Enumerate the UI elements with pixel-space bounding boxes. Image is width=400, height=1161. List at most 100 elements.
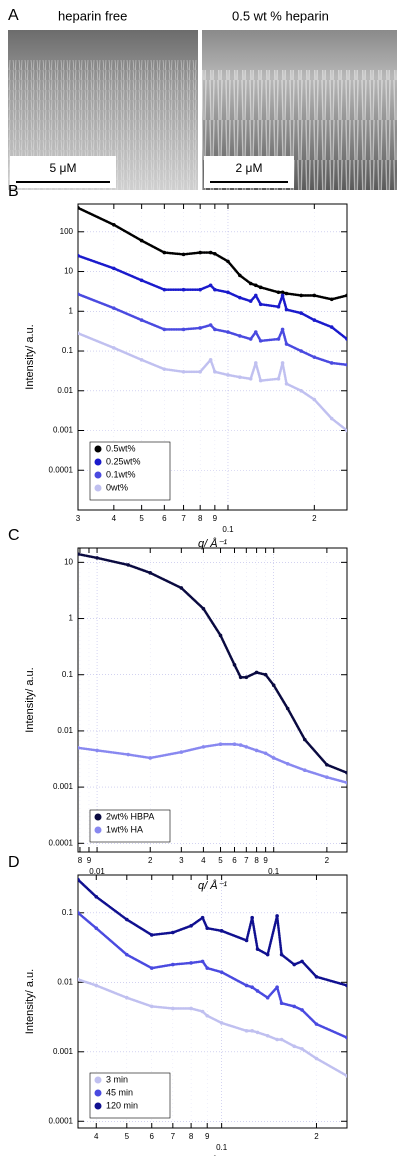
data-point [201, 606, 206, 611]
x-tick-label: 4 [201, 856, 206, 865]
data-point [124, 917, 129, 922]
data-point [78, 331, 80, 336]
data-point [219, 970, 224, 974]
data-point [329, 297, 334, 302]
data-point [345, 337, 347, 341]
data-point [300, 1047, 304, 1051]
image-caption: heparin free [58, 8, 127, 23]
data-point [94, 894, 99, 899]
x-tick-label: 6 [162, 514, 167, 523]
x-tick-label: 5 [218, 856, 223, 865]
x-tick-label: 8 [198, 514, 203, 523]
series-line [78, 742, 347, 784]
y-tick-label: 10 [64, 267, 73, 276]
panel-letter: C [8, 527, 20, 544]
data-point [94, 926, 99, 931]
data-point [213, 287, 217, 292]
data-point [171, 1006, 175, 1011]
x-tick-label: 6 [150, 1132, 155, 1141]
data-point [345, 428, 347, 433]
data-point [126, 563, 130, 567]
x-tick-label: 0.01 [89, 867, 105, 876]
data-point [325, 762, 329, 767]
y-tick-label: 10 [64, 557, 73, 566]
data-point [276, 304, 281, 309]
x-tick-label: 8 [254, 856, 259, 865]
data-point [213, 327, 217, 332]
data-point [276, 337, 281, 341]
data-point [253, 330, 258, 334]
x-tick-label: 9 [263, 856, 268, 865]
data-point [162, 250, 167, 255]
data-point [78, 552, 80, 556]
data-point [112, 222, 116, 227]
x-tick-label: 0.1 [216, 1143, 228, 1152]
legend-box [89, 809, 171, 843]
data-point [258, 302, 263, 307]
x-tick-label: 6 [232, 856, 237, 865]
x-tick-label: 4 [94, 1132, 99, 1141]
y-axis-label: Intensity/ a.u. [24, 667, 36, 732]
data-point [218, 633, 223, 638]
data-point [162, 287, 167, 292]
data-point [279, 1001, 284, 1006]
data-point [200, 915, 205, 920]
data-point [139, 358, 144, 362]
plot-frame [77, 547, 348, 853]
data-point [208, 323, 213, 327]
data-point [275, 914, 279, 918]
data-point [248, 337, 253, 341]
legend-marker [94, 813, 102, 821]
data-point [258, 339, 263, 343]
data-point [226, 290, 230, 295]
y-tick-label: 0.01 [57, 726, 73, 735]
series-line [78, 206, 347, 301]
data-point [265, 1033, 270, 1038]
data-point [78, 253, 80, 258]
data-point [280, 327, 285, 332]
data-point [329, 361, 334, 365]
x-tick-label: 9 [87, 856, 92, 865]
data-point [314, 974, 319, 979]
data-point [312, 355, 317, 359]
data-point [292, 1004, 297, 1009]
scale-bar-label: 2 μM [236, 161, 263, 175]
data-point [244, 675, 249, 680]
data-point [271, 683, 276, 688]
data-point [208, 358, 213, 362]
x-tick-label: 2 [148, 856, 153, 865]
data-point [284, 342, 289, 346]
data-point [198, 287, 202, 292]
data-point [78, 746, 80, 750]
data-point [200, 959, 205, 964]
legend-marker [94, 1102, 102, 1110]
data-point [285, 706, 290, 711]
y-tick-label: 1 [69, 306, 74, 315]
data-point [250, 985, 254, 989]
x-tick-label: 2 [314, 1132, 319, 1141]
legend-label: 0wt% [106, 482, 128, 492]
data-point [162, 327, 167, 332]
data-point [124, 995, 129, 1000]
data-point [232, 742, 237, 747]
data-point [219, 1021, 224, 1025]
data-point [78, 877, 80, 882]
data-point [139, 238, 144, 243]
data-point [276, 290, 281, 295]
data-point [205, 1013, 210, 1018]
data-point [255, 989, 260, 993]
data-point [213, 369, 217, 374]
series-line [78, 978, 347, 1078]
data-point [263, 672, 268, 677]
data-point [345, 770, 347, 775]
legend-marker [94, 1076, 102, 1084]
data-point [275, 1037, 279, 1042]
data-point [279, 1037, 284, 1042]
data-point [345, 983, 347, 988]
data-point [189, 924, 193, 928]
data-point [149, 1004, 154, 1009]
y-tick-label: 1 [69, 614, 74, 623]
data-point [258, 378, 263, 383]
y-axis-label: Intensity/ a.u. [24, 324, 36, 389]
